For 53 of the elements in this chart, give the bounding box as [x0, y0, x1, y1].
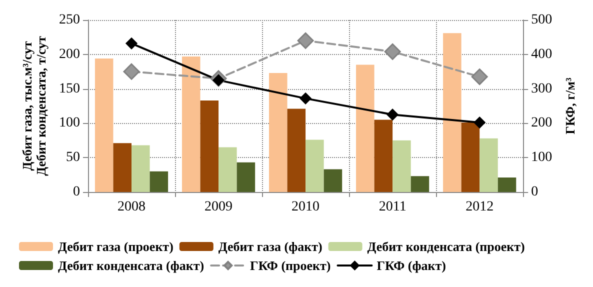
y-tick-label: 50	[66, 150, 80, 166]
x-tick-label: 2009	[204, 200, 233, 214]
y2-tick-label: 300	[531, 81, 552, 96]
y2-tick-label: 0	[531, 184, 538, 200]
bar	[132, 145, 150, 192]
bar	[269, 72, 288, 192]
y-tick-label: 200	[59, 46, 80, 62]
x-tick-label: 2010	[292, 200, 320, 214]
point	[386, 108, 398, 120]
point	[126, 38, 138, 50]
x-tick-label: 2008	[118, 200, 146, 214]
point	[123, 63, 140, 80]
y2-tick-label: 100	[531, 150, 552, 166]
y-tick-label: 100	[59, 116, 80, 131]
legend-label: Дебит газа (факт)	[218, 239, 322, 254]
point	[471, 68, 488, 86]
bar	[306, 140, 324, 192]
legend-label: Дебит газа (проект)	[58, 239, 174, 254]
point	[297, 32, 314, 49]
bar	[94, 58, 114, 192]
bar	[113, 143, 132, 192]
bar	[218, 147, 237, 192]
bar	[200, 100, 219, 192]
legend-label: ГКФ (проект)	[250, 258, 331, 273]
bar	[150, 171, 168, 192]
bar	[480, 138, 498, 192]
bar	[287, 108, 306, 192]
legend-label: ГКФ (факт)	[376, 258, 446, 273]
bar	[443, 33, 462, 192]
bar	[498, 178, 516, 192]
bar	[410, 176, 430, 192]
bar	[182, 56, 200, 192]
legend-label: Дебит конденсата (факт)	[58, 258, 204, 273]
bar	[324, 169, 342, 192]
y2-tick-label: 500	[531, 12, 552, 28]
y2-tick-label: 200	[531, 116, 552, 131]
y-tick-label: 0	[73, 184, 80, 200]
x-tick-label: 2011	[378, 200, 406, 214]
bar	[461, 122, 480, 192]
y2-axis-title: ГКФ, г/м³	[562, 78, 578, 134]
y-axis-title: Дебит газа, тыс.м³/сут Дебит конденсата, т/сут	[20, 36, 49, 176]
bar	[374, 120, 393, 192]
y2-tick-label: 400	[531, 46, 552, 62]
legend-label: Дебит конденсата (проект)	[367, 239, 525, 254]
point	[384, 43, 401, 60]
point	[300, 92, 312, 104]
bar	[236, 162, 256, 192]
y-tick-label: 150	[59, 81, 80, 96]
bar	[392, 140, 411, 192]
y-tick-label: 250	[59, 12, 80, 28]
bar	[356, 64, 374, 192]
point	[474, 116, 486, 128]
x-tick-label: 2012	[466, 200, 494, 214]
